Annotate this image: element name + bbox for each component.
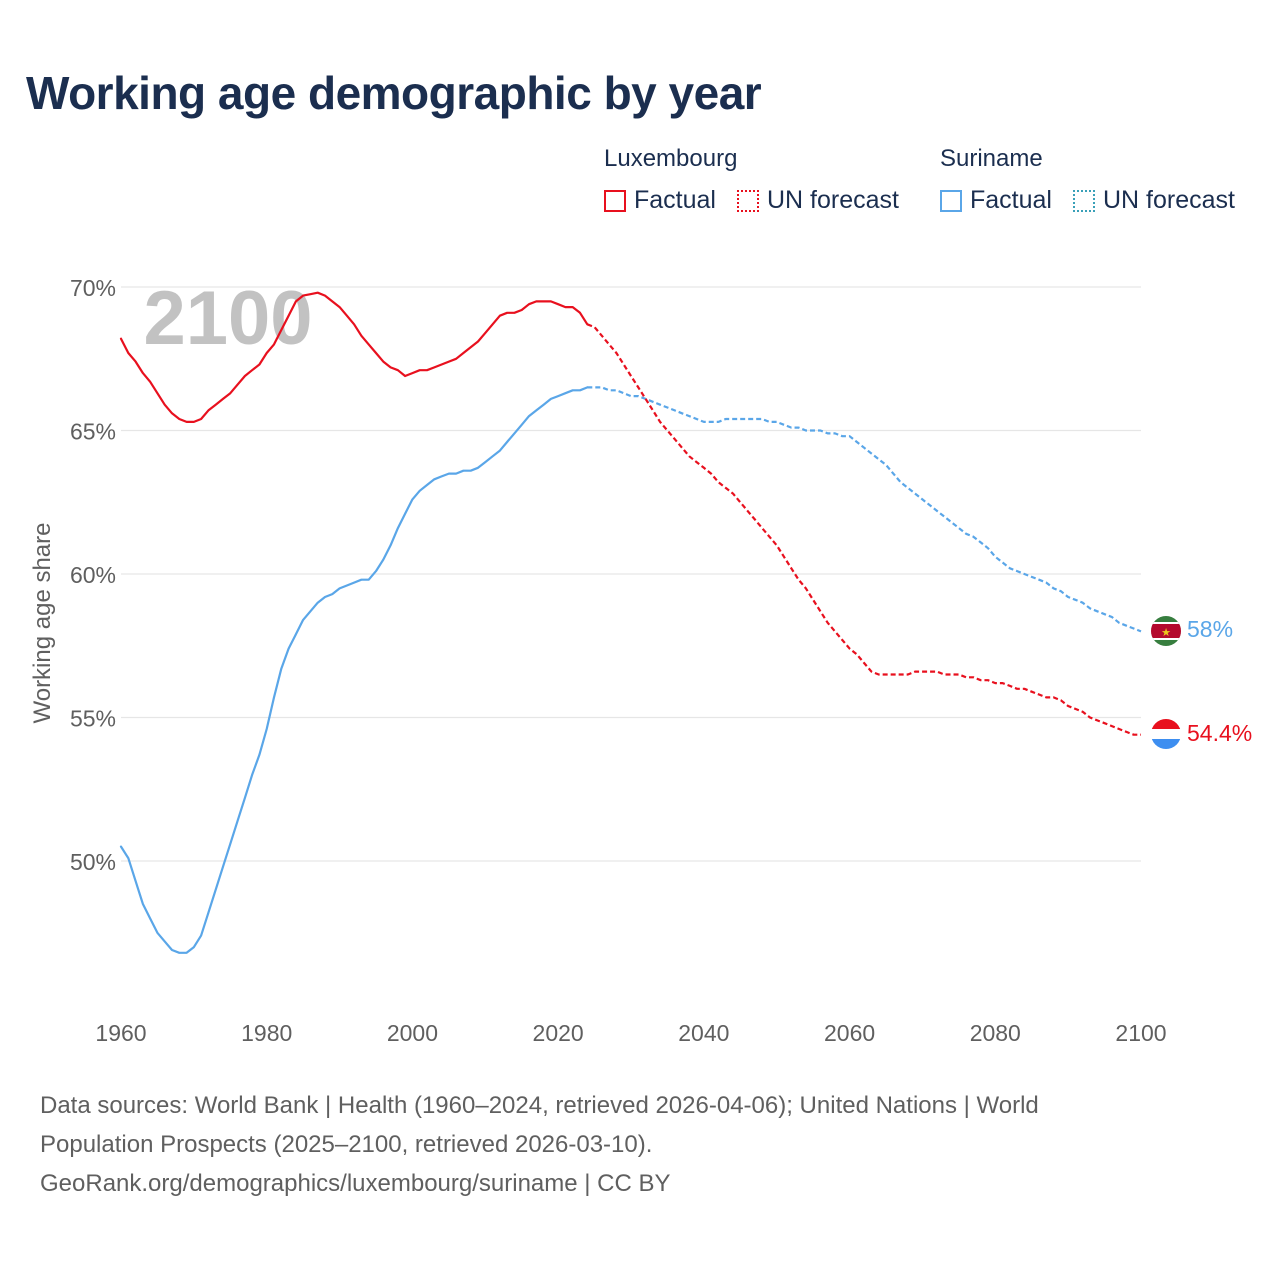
x-tick-label: 2060 xyxy=(824,1020,875,1046)
x-tick-label: 2100 xyxy=(1115,1020,1166,1046)
suriname-star-icon: ★ xyxy=(1161,626,1171,639)
series-line-suriname-forecast xyxy=(587,386,1142,633)
legend-swatch-dotted-icon xyxy=(1073,189,1095,212)
legend-item-suriname-factual[interactable]: Factual xyxy=(940,186,1052,215)
series-line-suriname-factual xyxy=(119,386,589,954)
series-line-luxembourg-forecast xyxy=(586,323,1141,736)
legend-item-luxembourg-forecast[interactable]: UN forecast xyxy=(737,186,899,215)
x-tick-label: 2020 xyxy=(533,1020,584,1046)
x-tick-label: 2040 xyxy=(678,1020,729,1046)
legend-swatch-solid-icon xyxy=(604,189,626,212)
y-tick-label: 65% xyxy=(70,419,116,445)
legend-item-suriname-forecast[interactable]: UN forecast xyxy=(1073,186,1235,215)
y-tick-label: 55% xyxy=(70,706,116,732)
legend-swatch-dotted-icon xyxy=(737,189,759,212)
y-tick-label: 70% xyxy=(70,275,116,301)
x-tick-label: 1980 xyxy=(241,1020,292,1046)
data-sources-footer: Data sources: World Bank | Health (1960–… xyxy=(40,1086,1240,1203)
legend-item-luxembourg-factual[interactable]: Factual xyxy=(604,186,716,215)
legend-label: UN forecast xyxy=(767,186,899,214)
end-label-luxembourg: 54.4% xyxy=(1187,720,1252,746)
luxembourg-flag-icon xyxy=(1151,719,1181,749)
legend-label: Factual xyxy=(634,186,716,214)
x-tick-label: 2080 xyxy=(970,1020,1021,1046)
suriname-flag-icon: ★ xyxy=(1151,616,1181,646)
legend-swatch-solid-icon xyxy=(940,189,962,212)
legend-title-luxembourg: Luxembourg xyxy=(604,145,738,172)
x-tick-label: 1960 xyxy=(95,1020,146,1046)
y-axis-label: Working age share xyxy=(29,523,56,724)
end-label-suriname: 58% xyxy=(1187,616,1233,642)
legend-label: Factual xyxy=(970,186,1052,214)
year-watermark: 2100 xyxy=(143,276,312,361)
chart-title: Working age demographic by year xyxy=(26,67,762,119)
legend-title-suriname: Suriname xyxy=(940,145,1043,172)
footer-line: Data sources: World Bank | Health (1960–… xyxy=(40,1092,1039,1119)
y-tick-label: 60% xyxy=(70,562,116,588)
x-tick-label: 2000 xyxy=(387,1020,438,1046)
series-line-luxembourg-factual xyxy=(119,291,589,423)
footer-line: Population Prospects (2025–2100, retriev… xyxy=(40,1131,653,1158)
footer-line: GeoRank.org/demographics/luxembourg/suri… xyxy=(40,1170,671,1197)
line-chart: 2100 Working age share 70% 65% 60% 55% 50% 1… xyxy=(29,275,1252,1046)
y-tick-label: 50% xyxy=(70,849,116,875)
legend-label: UN forecast xyxy=(1103,186,1235,214)
